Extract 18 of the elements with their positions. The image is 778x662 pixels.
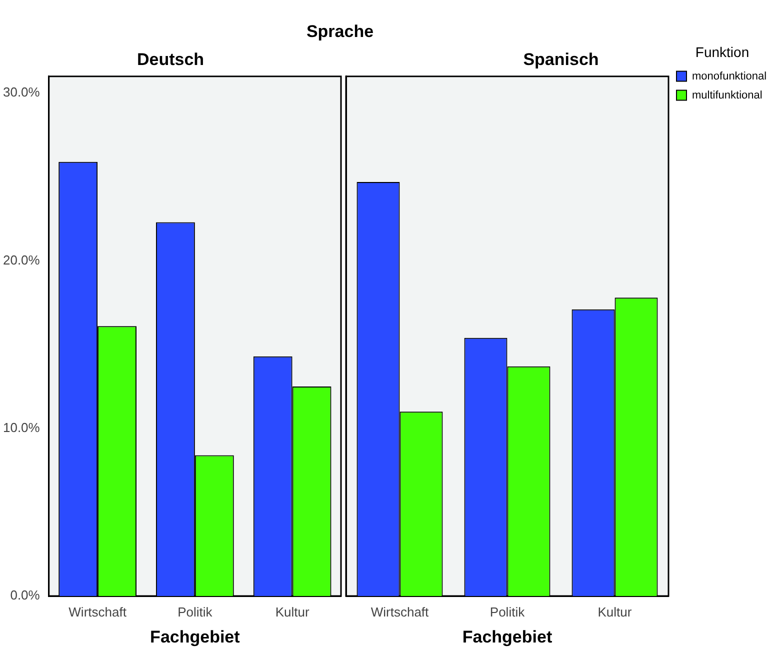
x-tick-label: Politik xyxy=(490,604,526,620)
y-tick-label: 20.0% xyxy=(2,252,40,268)
x-axis-title: Fachgebiet xyxy=(462,627,552,646)
legend-title: Funktion xyxy=(695,44,750,60)
text: Sprache xyxy=(305,22,375,42)
x-tick-label: Kultur xyxy=(598,604,632,620)
legend-label: monofunktional xyxy=(692,70,767,82)
x-tick-label: Wirtschaft xyxy=(68,604,127,620)
chart-title: Spanisch xyxy=(523,50,599,69)
y-tick-label: 0.0% xyxy=(10,588,40,603)
legend-label: multifunktional xyxy=(692,89,762,102)
x-tick-label: Kultur xyxy=(275,604,310,620)
x-tick-label: Politik xyxy=(178,604,213,620)
x-axis-title: Fachgebiet xyxy=(150,627,240,646)
y-tick-label: 10.0% xyxy=(2,420,40,435)
x-tick-label: Wirtschaft xyxy=(370,604,430,620)
chart-title: Deutsch xyxy=(136,50,204,69)
y-tick-label: 30.0% xyxy=(2,84,40,100)
